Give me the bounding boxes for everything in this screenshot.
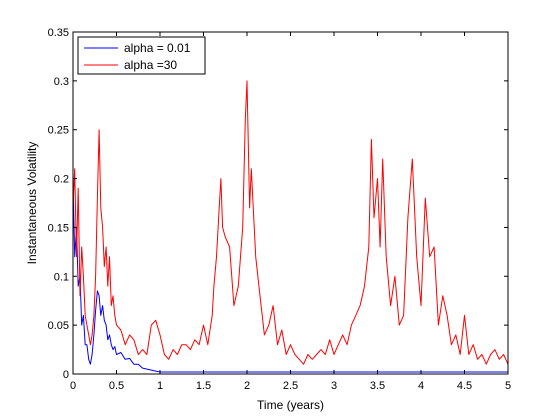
legend-label-alpha-30: alpha =30 [124, 58, 177, 72]
y-axis-label: Instantaneous Volatility [25, 142, 39, 265]
x-tick-label: 5 [505, 380, 511, 392]
x-tick-label: 0.5 [109, 380, 124, 392]
x-tick-label: 1 [157, 380, 163, 392]
ticks-layer: 0 0.5 1 1.5 2 2.5 3 3.5 4 4.5 5 0 0.05 0.1 0.15 0.2 0.25… [48, 27, 511, 392]
legend-box [77, 36, 206, 75]
y-tick-label: 0.15 [48, 222, 69, 234]
x-tick-label: 1.5 [196, 380, 211, 392]
y-tick-label: 0.35 [48, 27, 69, 39]
y-tick-label: 0.05 [48, 320, 69, 332]
x-tick-label: 4 [418, 380, 424, 392]
series-line-0 [72, 178, 508, 373]
x-tick-label: 2.5 [283, 380, 298, 392]
x-tick-label: 3 [331, 380, 337, 392]
x-tick-label: 0 [70, 380, 76, 392]
plot-area [73, 32, 508, 374]
x-axis-label: Time (years) [257, 398, 324, 412]
x-tick-label: 2 [244, 380, 250, 392]
series-layer [72, 80, 509, 373]
y-tick-label: 0.25 [48, 125, 69, 137]
series-line-1 [72, 80, 509, 365]
y-tick-label: 0.1 [54, 271, 69, 283]
y-tick-label: 0.2 [54, 174, 69, 186]
legend-label-alpha-001: alpha = 0.01 [124, 41, 191, 55]
x-tick-label: 3.5 [370, 380, 385, 392]
y-tick-label: 0.3 [54, 76, 69, 88]
x-tick-label: 4.5 [457, 380, 472, 392]
legend: alpha = 0.01 alpha =30 [77, 36, 206, 75]
y-tick-label: 0 [63, 369, 69, 381]
